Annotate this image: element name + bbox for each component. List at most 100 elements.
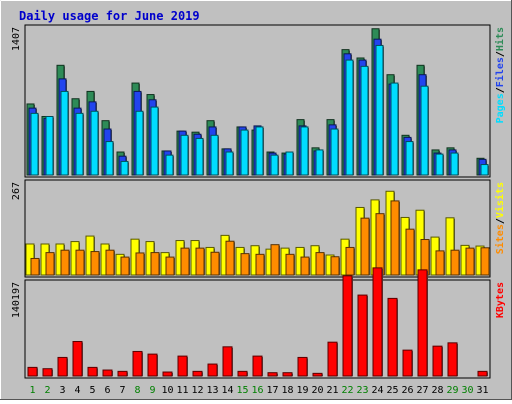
bar-sites-day-18 [285, 253, 295, 276]
bars-sites-visits [25, 190, 490, 276]
bar-pages-day-28 [435, 153, 444, 176]
legend-visits: Visits [494, 182, 506, 218]
bar-sites-day-17 [270, 244, 280, 276]
panel-legend: Pages/Files/Hits [494, 27, 506, 123]
bar-pages-day-14 [225, 151, 234, 176]
bar-pages-day-5 [90, 110, 99, 176]
bar-pages-day-20 [315, 149, 324, 176]
bar-pages-day-15 [240, 129, 249, 176]
x-label-day-25: 25 [386, 385, 398, 396]
x-label-day-28: 28 [431, 385, 443, 396]
bar-pages-day-31 [480, 164, 489, 176]
bar-pages-day-19 [300, 126, 309, 176]
x-label-day-15: 15 [236, 385, 248, 396]
x-label-day-1: 1 [29, 385, 35, 396]
bar-sites-day-13 [210, 251, 220, 276]
bars-pages-files-hits [26, 28, 489, 176]
bar-pages-day-27 [420, 85, 429, 176]
bar-kbytes-day-31 [477, 370, 488, 377]
bar-pages-day-23 [360, 65, 369, 176]
bars-kbytes [27, 267, 488, 377]
x-label-day-11: 11 [176, 385, 188, 396]
bar-pages-day-16 [255, 126, 264, 176]
legend-pages: Pages [495, 93, 506, 123]
bar-pages-day-2 [45, 115, 54, 176]
bar-sites-day-5 [90, 251, 100, 276]
bar-kbytes-day-3 [57, 356, 68, 377]
bar-sites-day-24 [375, 213, 385, 276]
panel-max-label: 140197 [11, 282, 22, 318]
bar-sites-day-12 [195, 247, 205, 276]
bar-pages-day-17 [270, 154, 279, 176]
x-label-day-23: 23 [356, 385, 368, 396]
bar-pages-day-13 [210, 134, 219, 176]
bar-pages-day-24 [375, 44, 384, 176]
bar-kbytes-day-29 [447, 342, 458, 377]
bar-sites-day-15 [240, 253, 250, 276]
bar-kbytes-day-20 [312, 372, 323, 377]
x-label-day-5: 5 [89, 385, 95, 396]
bar-pages-day-4 [75, 112, 84, 176]
bar-kbytes-day-2 [42, 368, 53, 377]
bar-sites-day-26 [405, 228, 415, 276]
bar-pages-day-6 [105, 141, 114, 176]
bar-kbytes-day-17 [267, 372, 278, 377]
bar-pages-day-10 [165, 154, 174, 176]
bar-sites-day-4 [75, 249, 85, 276]
x-label-day-19: 19 [296, 385, 308, 396]
bar-pages-day-1 [30, 112, 39, 176]
x-label-day-17: 17 [266, 385, 278, 396]
x-label-day-8: 8 [134, 385, 140, 396]
bar-sites-day-28 [435, 250, 445, 276]
bar-pages-day-7 [120, 160, 129, 176]
bar-pages-day-26 [405, 141, 414, 176]
x-label-day-20: 20 [311, 385, 323, 396]
panel-legend: KBytes [495, 282, 506, 318]
x-label-day-26: 26 [401, 385, 413, 396]
bar-sites-day-31 [480, 247, 490, 276]
bar-sites-day-30 [465, 247, 475, 276]
bar-pages-day-21 [330, 128, 339, 176]
bar-kbytes-day-27 [417, 269, 428, 377]
x-label-day-18: 18 [281, 385, 293, 396]
legend-sites: Sites [494, 224, 506, 254]
bar-kbytes-day-22 [342, 275, 353, 377]
bar-kbytes-day-28 [432, 345, 443, 377]
x-label-day-13: 13 [206, 385, 218, 396]
bar-kbytes-day-15 [237, 370, 248, 377]
bar-kbytes-day-11 [177, 355, 188, 377]
bar-kbytes-day-16 [252, 355, 263, 377]
x-label-day-30: 30 [461, 385, 473, 396]
bar-sites-day-2 [45, 252, 55, 276]
bar-pages-day-11 [180, 134, 189, 176]
x-label-day-9: 9 [149, 385, 155, 396]
x-label-day-12: 12 [191, 385, 203, 396]
x-label-day-29: 29 [446, 385, 458, 396]
legend-kbytes: KBytes [495, 282, 506, 318]
bar-kbytes-day-8 [132, 350, 143, 377]
legend-hits: Hits [494, 27, 506, 51]
panel-max-label: 267 [11, 182, 22, 200]
bar-sites-day-10 [165, 256, 175, 276]
bar-kbytes-day-5 [87, 366, 98, 377]
bar-kbytes-day-13 [207, 363, 218, 377]
bar-sites-day-16 [255, 253, 265, 276]
x-label-day-22: 22 [341, 385, 353, 396]
bar-kbytes-day-19 [297, 356, 308, 377]
legend-files: Files [494, 57, 506, 87]
bar-sites-day-23 [360, 217, 370, 276]
panel-sites-visits: 267 Sites/Visits [11, 179, 506, 278]
bar-kbytes-day-25 [387, 297, 398, 377]
x-label-day-4: 4 [74, 385, 80, 396]
bar-kbytes-day-26 [402, 349, 413, 377]
bar-kbytes-day-9 [147, 353, 158, 377]
bar-sites-day-19 [300, 256, 310, 276]
x-label-day-31: 31 [476, 385, 488, 396]
bar-sites-day-1 [30, 257, 40, 276]
bar-pages-day-18 [285, 151, 294, 176]
bar-sites-day-6 [105, 249, 115, 276]
bar-pages-day-8 [135, 110, 144, 176]
bar-kbytes-day-10 [162, 371, 173, 377]
